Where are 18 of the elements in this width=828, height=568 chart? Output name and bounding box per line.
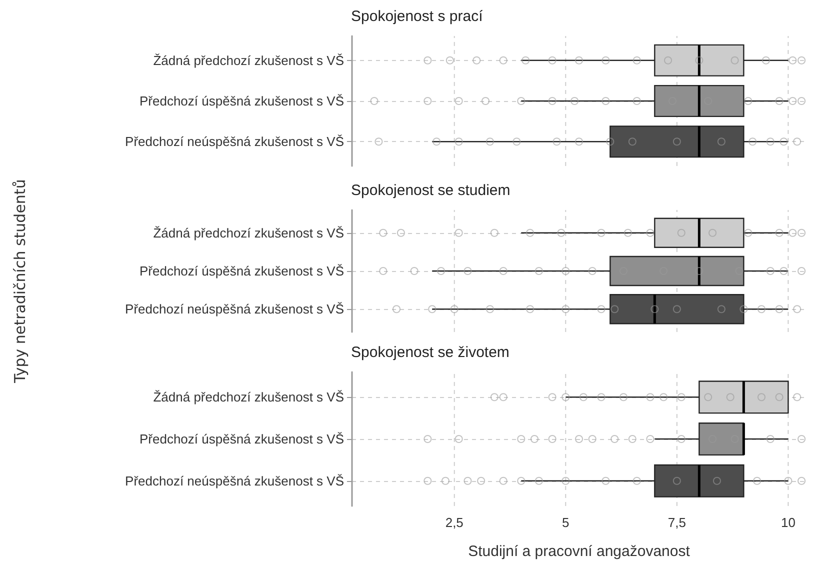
x-tick-label: 10 <box>780 515 796 530</box>
y-tick-label: Předchozí neúspěšná zkušenost s VŠ <box>125 473 344 488</box>
y-tick-label: Předchozí úspěšná zkušenost s VŠ <box>139 94 344 108</box>
chart-title: Spokojenost s prací <box>351 8 484 25</box>
y-tick-label: Žádná předchozí zkušenost s VŠ <box>153 390 344 405</box>
y-tick-label: Žádná předchozí zkušenost s VŠ <box>153 225 344 240</box>
x-tick-label: 7,5 <box>668 515 686 530</box>
y-tick-label: Předchozí neúspěšná zkušenost s VŠ <box>125 302 344 317</box>
y-tick-label: Žádná předchozí zkušenost s VŠ <box>153 52 344 68</box>
y-axis-title: Typy netradičních studentů <box>11 179 29 383</box>
x-tick-label: 2,5 <box>445 515 464 530</box>
y-tick-label: Předchozí neúspěšná zkušenost s VŠ <box>125 134 344 150</box>
chart-title: Spokojenost se životem <box>351 344 510 361</box>
x-axis-title: Studijní a pracovní angažovanost <box>468 543 691 560</box>
x-tick-label: 5 <box>562 515 570 530</box>
chart-title: Spokojenost se studiem <box>351 182 510 199</box>
y-tick-label: Předchozí úspěšná zkušenost s VŠ <box>139 432 344 446</box>
y-tick-label: Předchozí úspěšná zkušenost s VŠ <box>139 264 344 278</box>
